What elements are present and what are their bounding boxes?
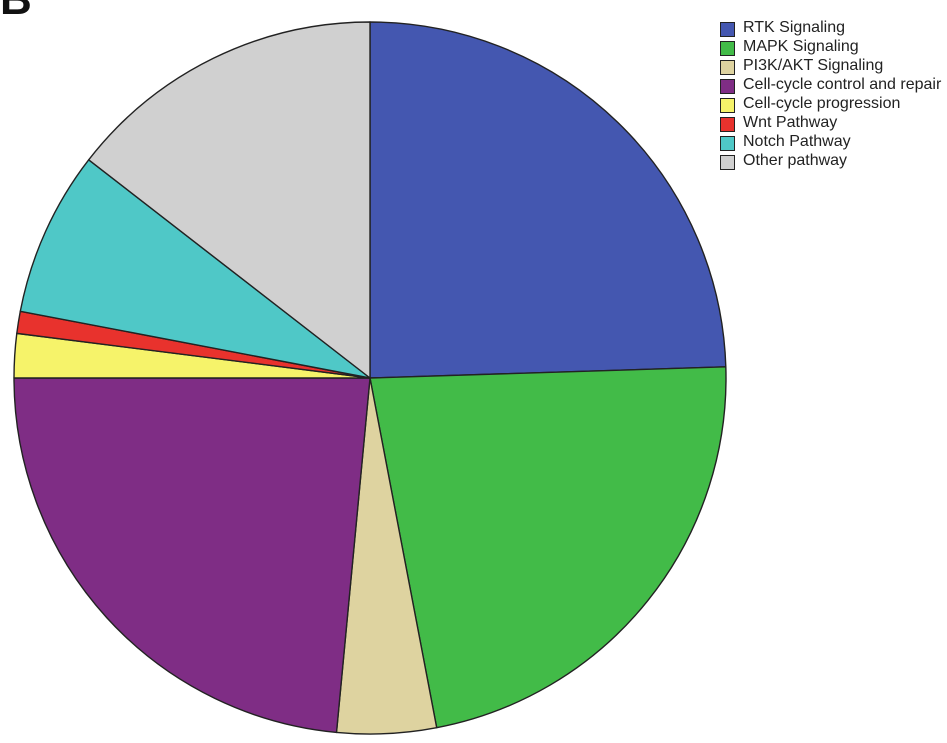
legend-item: Other pathway (720, 153, 945, 170)
legend-item: Notch Pathway (720, 134, 945, 151)
legend-label: Cell-cycle control and repair (743, 76, 942, 93)
legend-swatch (720, 155, 735, 170)
pie-slice-notch-pathway (19, 159, 371, 379)
pie-slices (13, 21, 727, 735)
legend-swatch (720, 41, 735, 56)
pie-slice-cell-cycle-control-and-repair (13, 377, 371, 734)
panel-label: B (0, 0, 32, 22)
legend-item: MAPK Signaling (720, 39, 945, 56)
legend-item: Wnt Pathway (720, 115, 945, 132)
legend-swatch (720, 117, 735, 132)
legend-label: Wnt Pathway (743, 114, 838, 131)
legend-item: PI3K/AKT Signaling (720, 58, 945, 75)
pie-slice-mapk-signaling (369, 366, 727, 729)
legend-item: Cell-cycle control and repair (720, 77, 945, 94)
legend-swatch (720, 22, 735, 37)
legend-label: PI3K/AKT Signaling (743, 57, 884, 74)
legend-item: RTK Signaling (720, 20, 945, 37)
legend-swatch (720, 60, 735, 75)
legend-item: Cell-cycle progression (720, 96, 945, 113)
legend-swatch (720, 79, 735, 94)
legend-label: Cell-cycle progression (743, 95, 901, 112)
pie-slice-rtk-signaling (369, 21, 727, 379)
legend-swatch (720, 136, 735, 151)
legend-label: RTK Signaling (743, 19, 845, 36)
legend: RTK Signaling MAPK Signaling PI3K/AKT Sign… (720, 20, 945, 172)
pie-slice-other-pathway (88, 21, 371, 379)
legend-swatch (720, 98, 735, 113)
legend-label: Notch Pathway (743, 133, 851, 150)
legend-label: MAPK Signaling (743, 38, 859, 55)
legend-label: Other pathway (743, 152, 848, 169)
